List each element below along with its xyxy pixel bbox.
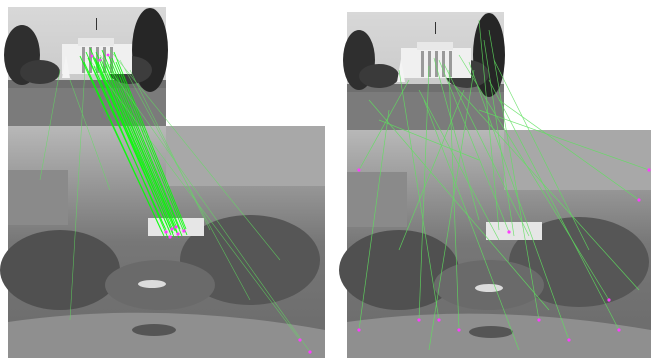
aerial-photo-right bbox=[339, 130, 651, 358]
keypoints-left bbox=[90, 53, 312, 354]
keypoints-right bbox=[357, 168, 651, 342]
matching-panel-right bbox=[339, 0, 651, 358]
match-lines-left bbox=[79, 47, 188, 239]
aerial-photo-left bbox=[0, 126, 325, 358]
matching-figure-right bbox=[339, 12, 651, 358]
matching-figure-left bbox=[0, 7, 325, 358]
match-lines-right bbox=[358, 19, 650, 351]
outlier-lines-left bbox=[39, 49, 311, 353]
matching-panel-left bbox=[0, 0, 325, 358]
closeup-photo-right bbox=[343, 12, 505, 130]
